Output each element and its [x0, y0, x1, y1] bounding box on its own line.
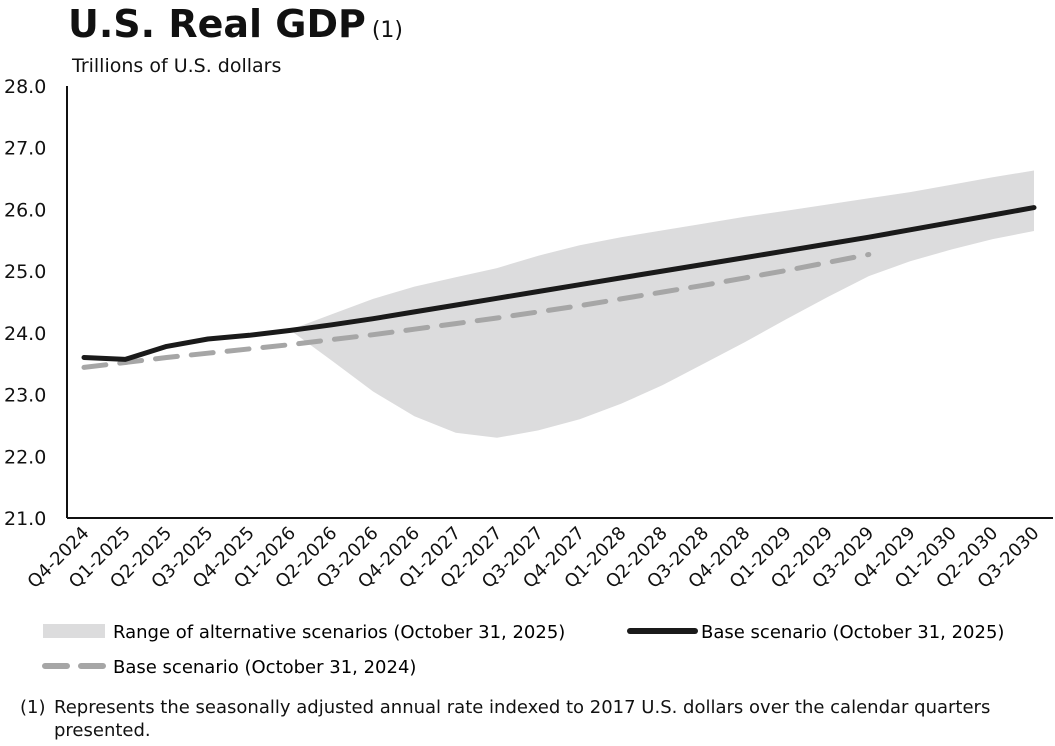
x-tick-labels: Q4-2024Q1-2025Q2-2025Q3-2025Q4-2025Q1-20…	[24, 523, 1044, 593]
y-tick-label: 28.0	[4, 76, 46, 98]
axes-layer	[66, 86, 1053, 519]
y-tick-label: 25.0	[4, 261, 46, 283]
y-tick-label: 27.0	[4, 138, 46, 160]
alternative-scenarios-band	[290, 170, 1034, 438]
legend-swatch-band	[43, 624, 105, 638]
footnote-text: Represents the seasonally adjusted annua…	[54, 697, 991, 741]
band-layer	[290, 170, 1034, 438]
chart-title-text: U.S. Real GDP	[68, 2, 366, 46]
chart-canvas: 28.0 27.0 26.0 25.0 24.0 23.0 22.0 21.0 Q4-2024…	[4, 76, 1053, 678]
series-line-base-2025	[81, 205, 1037, 362]
chart-title: U.S. Real GDP (1)	[68, 2, 403, 46]
y-tick-label: 21.0	[4, 508, 46, 530]
series-line-base-2024	[81, 252, 872, 370]
y-tick-label: 23.0	[4, 385, 46, 407]
y-tick-label: 24.0	[4, 323, 46, 345]
footnote-marker: (1)	[20, 697, 46, 718]
legend-label-band: Range of alternative scenarios (October …	[113, 622, 565, 643]
legend: Range of alternative scenarios (October …	[42, 622, 1004, 678]
y-tick-label: 26.0	[4, 199, 46, 221]
y-tick-label: 22.0	[4, 446, 46, 468]
y-axis-label: Trillions of U.S. dollars	[72, 55, 282, 77]
chart-title-note: (1)	[371, 18, 404, 43]
legend-label-dashed: Base scenario (October 31, 2024)	[113, 657, 416, 678]
y-tick-labels: 28.0 27.0 26.0 25.0 24.0 23.0 22.0 21.0	[4, 76, 46, 530]
series-layer	[81, 205, 1037, 370]
legend-label-solid: Base scenario (October 31, 2025)	[701, 622, 1004, 643]
